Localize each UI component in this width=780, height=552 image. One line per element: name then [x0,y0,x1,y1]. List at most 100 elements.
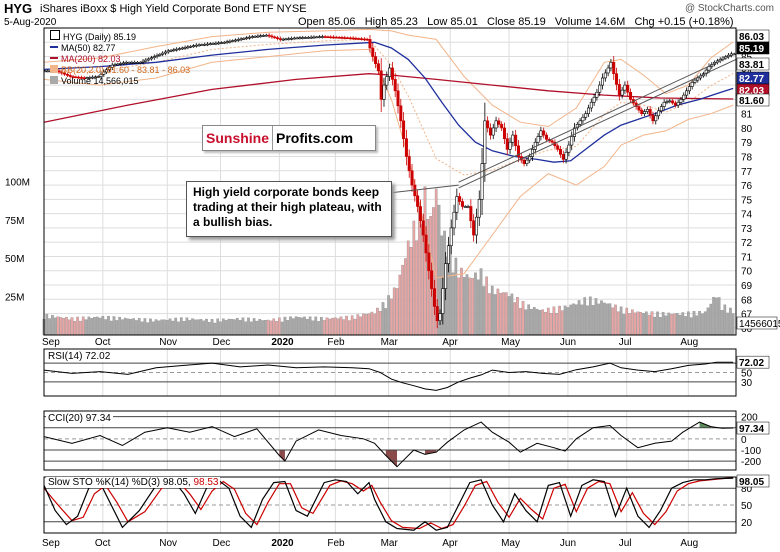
candle-body [606,67,610,74]
candle-body [444,263,448,289]
volume-bar [328,318,332,336]
candle-body [65,73,69,76]
price-badge-0-text: 86.03 [739,32,764,43]
volume-bar [216,318,220,336]
volume-badge-text: 14566015 [739,319,780,330]
candle-body [648,109,652,116]
candle-body [581,116,585,122]
candle-body [371,47,375,57]
volume-bar [558,305,561,336]
candle-body [500,124,504,129]
cci-fill-negative [385,449,398,467]
volume-bar [625,307,629,336]
candle-body [396,90,400,107]
price-badge-2-box [736,57,770,71]
volume-bar [639,312,643,336]
volume-bar [521,301,525,336]
price-x-label-2: Nov [159,337,177,348]
candle-body [334,36,338,39]
candle-body [542,130,546,136]
sto-y-label-2: 20 [741,518,753,529]
candle-body [236,39,240,41]
price-badge-1-text: 85.19 [739,44,764,55]
volume-bar [678,314,682,336]
volume-bar [597,303,601,336]
ticker-symbol: HYG [4,1,33,16]
candle-body [74,76,78,79]
candle-body [410,170,414,186]
candle-body [259,35,263,38]
candle-body [273,36,277,39]
volume-bar [157,320,161,336]
candle-body [113,64,117,66]
candle-body [340,37,344,39]
volume-bar [476,279,480,336]
candle-body [696,77,700,81]
price-x-label-7: Apr [442,337,458,348]
candle-body [217,42,221,45]
volume-bar [544,311,547,336]
candle-body [651,114,655,122]
volume-bar [65,317,68,336]
candle-body [645,109,649,112]
volume-bar [51,315,54,336]
candle-body [376,63,380,72]
volume-bar [406,240,410,336]
volume-bar [306,319,309,336]
price-y-label-7: 73 [741,224,753,235]
volume-bar [112,316,116,336]
candle-body [208,43,212,46]
volume-bar [698,311,701,336]
candle-body [595,91,599,98]
volume-bar [227,318,231,336]
volume-bar [182,320,186,336]
open-label: Open [298,16,325,28]
candle-body [525,159,529,164]
candle-body [276,37,280,40]
candle-body [435,306,439,322]
candle-body [404,138,408,157]
price-x-label-4: 2020 [271,337,294,348]
candle-body [564,151,568,160]
sto-x-label-0: Sep [42,538,60,549]
volume-bar [104,319,107,336]
candle-body [438,313,442,322]
price-y-label-15: 81 [741,110,753,121]
price-x-label-11: Aug [680,337,698,348]
volume-label: Volume [554,16,592,28]
sunshine-profits-logo: Sunshine Profits.com [202,125,376,151]
bb-upper-line [43,28,734,128]
price-y-label-9: 75 [741,195,753,206]
volume-bar [219,321,222,336]
rsi-panel: 70503072.02 [43,348,770,397]
volume-bar [611,307,615,336]
volume-bar [552,306,556,336]
rsi-line [43,361,734,391]
candle-body [592,96,596,103]
volume-bar [202,320,206,336]
volume-bar [687,311,690,336]
volume-bar [292,318,295,336]
price-y-label-8: 74 [741,210,753,221]
candle-body [357,38,361,40]
candle-body [643,111,647,114]
candle-body [239,38,243,41]
candle-body [385,76,389,86]
volume-bar [614,304,617,336]
candle-body [671,100,675,104]
candle-body [298,37,302,40]
candle-body [603,72,607,79]
volume-bar [143,318,147,336]
volume-bar [179,317,183,336]
rsi-legend-value: 72.02 [85,351,111,362]
volume-bar [53,317,57,336]
candle-body [231,40,235,42]
candle-body [693,79,697,83]
candle-body [494,120,498,129]
volume-badge-box [736,316,778,330]
volume-bar [56,316,60,336]
volume-bar [177,321,180,336]
volume-bar [146,322,150,336]
rsi-y-label-2: 30 [741,378,753,389]
open-value: 85.06 [327,16,356,28]
